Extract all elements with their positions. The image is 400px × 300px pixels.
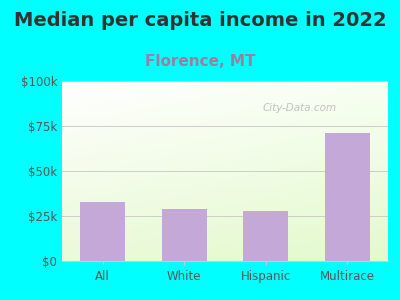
Text: Florence, MT: Florence, MT <box>145 54 255 69</box>
Bar <box>162 209 207 261</box>
Text: City-Data.com: City-Data.com <box>263 103 337 113</box>
Bar <box>243 211 288 261</box>
Bar <box>80 202 125 261</box>
Bar <box>325 133 370 261</box>
Text: Median per capita income in 2022: Median per capita income in 2022 <box>14 11 386 29</box>
